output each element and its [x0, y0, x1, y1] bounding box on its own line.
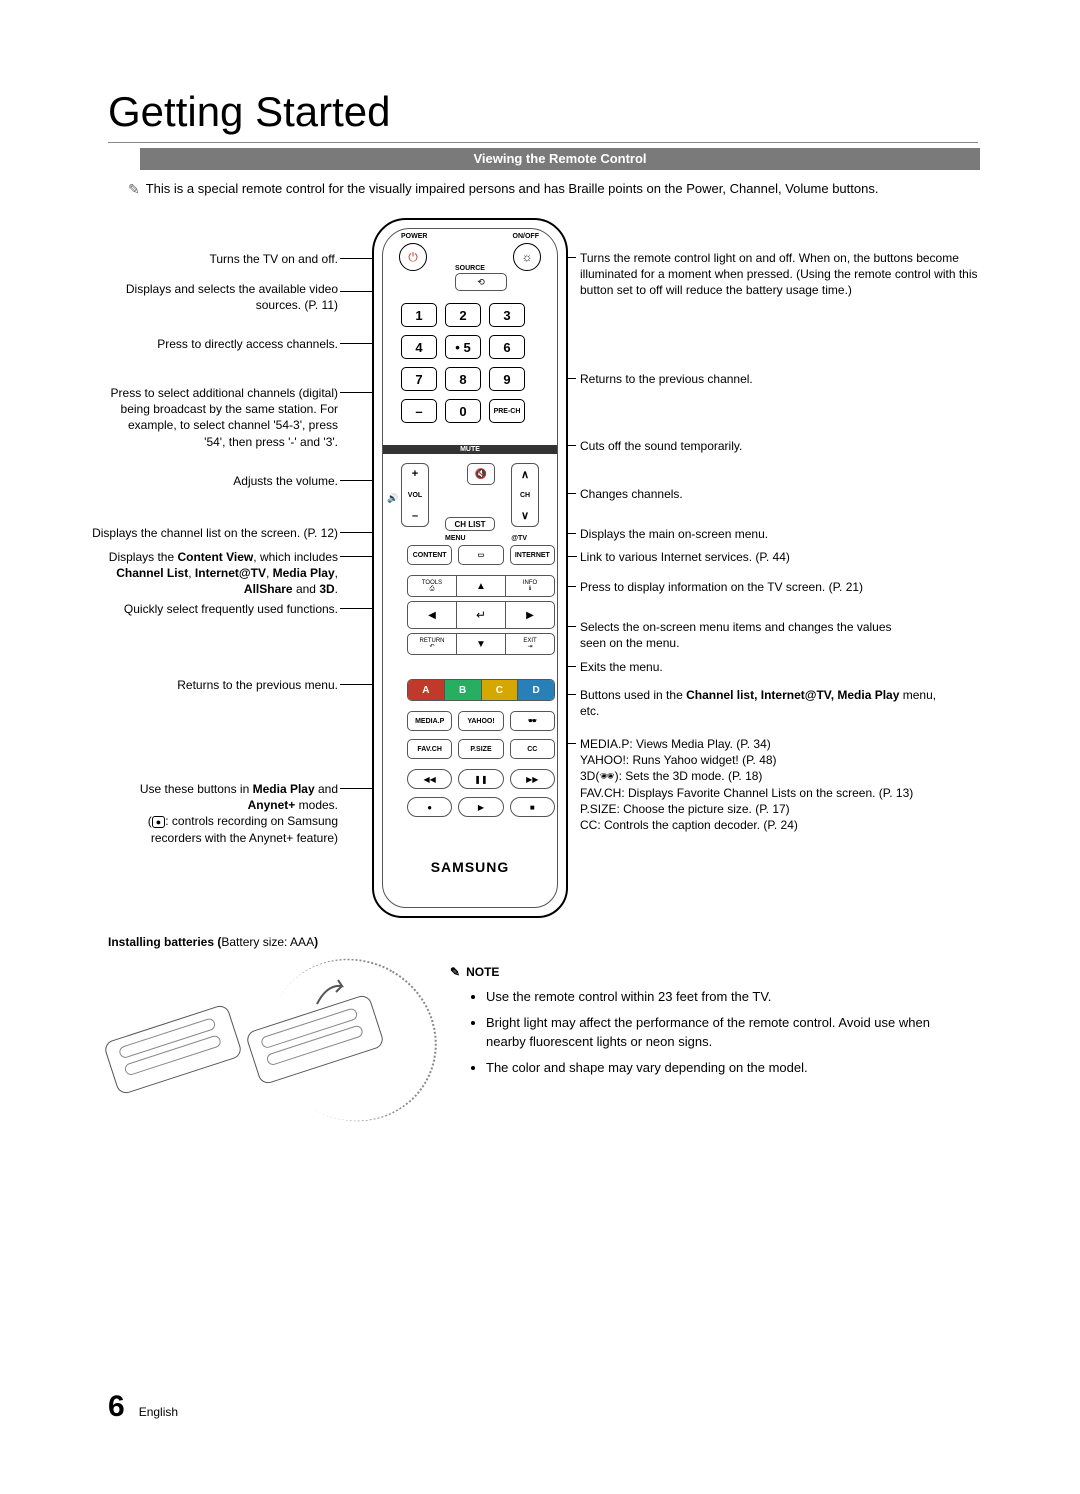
desc-power: Turns the TV on and off. — [108, 251, 338, 267]
color-c-button[interactable]: C — [482, 680, 519, 700]
volume-rocker[interactable]: + VOL – — [401, 463, 429, 527]
desc-menu: Displays the main on-screen menu. — [580, 526, 880, 542]
desc-numbers: Press to directly access channels. — [108, 336, 338, 352]
color-b-button[interactable]: B — [445, 680, 482, 700]
desc-onoff: Turns the remote control light on and of… — [580, 250, 980, 299]
desc-media-list: MEDIA.P: Views Media Play. (P. 34) YAHOO… — [580, 736, 980, 833]
desc-source: Displays and selects the available video… — [108, 281, 338, 313]
3d-button[interactable]: 🕶 — [510, 711, 555, 731]
intro-text: This is a special remote control for the… — [146, 180, 879, 200]
color-buttons: A B C D — [407, 679, 555, 701]
desc-chlist: Displays the channel list on the screen.… — [80, 525, 338, 541]
desc-info: Press to display information on the TV s… — [580, 579, 970, 595]
label-onoff: ON/OFF — [513, 233, 539, 240]
note-icon: ✎ — [450, 965, 460, 979]
menu-button[interactable]: ▭ — [458, 545, 503, 565]
content-button[interactable]: CONTENT — [407, 545, 452, 565]
note-list: Use the remote control within 23 feet fr… — [450, 987, 970, 1077]
color-a-button[interactable]: A — [408, 680, 445, 700]
stop-button[interactable]: ■ — [510, 797, 555, 817]
label-menu: MENU — [445, 535, 465, 542]
label-source: SOURCE — [383, 265, 557, 272]
key-9[interactable]: 9 — [489, 367, 525, 391]
note-icon: ✎ — [128, 180, 140, 200]
source-button[interactable]: ⟲ — [455, 273, 507, 291]
desc-mute: Cuts off the sound temporarily. — [580, 438, 880, 454]
return-button[interactable]: RETURN↶ — [407, 633, 457, 655]
language-label: English — [139, 1405, 178, 1419]
label-power: POWER — [401, 233, 427, 240]
exit-button[interactable]: EXIT⇥ — [505, 633, 555, 655]
pause-button[interactable]: ❚❚ — [458, 769, 503, 789]
info-button[interactable]: INFOℹ — [505, 575, 555, 597]
down-button[interactable]: ▼ — [457, 633, 505, 655]
psize-button[interactable]: P.SIZE — [458, 739, 503, 759]
key-5[interactable]: • 5 — [445, 335, 481, 359]
note-label: NOTE — [466, 965, 499, 979]
chlist-button[interactable]: CH LIST — [445, 517, 495, 531]
note-item: Use the remote control within 23 feet fr… — [486, 987, 970, 1007]
title-divider — [108, 142, 978, 143]
remote-body: POWER ON/OFF ⏻ ☼ SOURCE ⟲ 1 2 3 4 • 5 6 … — [372, 218, 568, 918]
desc-volume: Adjusts the volume. — [108, 473, 338, 489]
rewind-button[interactable]: ◀◀ — [407, 769, 452, 789]
key-4[interactable]: 4 — [401, 335, 437, 359]
ch-label: CH — [520, 492, 530, 499]
key-8[interactable]: 8 — [445, 367, 481, 391]
desc-content: Displays the Content View, which include… — [108, 549, 338, 598]
desc-tools: Quickly select frequently used functions… — [108, 601, 338, 617]
label-mute: MUTE — [383, 445, 557, 454]
key-3[interactable]: 3 — [489, 303, 525, 327]
prech-button[interactable]: PRE-CH — [489, 399, 525, 423]
label-attv: @TV — [511, 535, 527, 542]
mediap-button[interactable]: MEDIA.P — [407, 711, 452, 731]
section-header: Viewing the Remote Control — [140, 148, 980, 170]
brand-logo: SAMSUNG — [383, 859, 557, 875]
note-item: Bright light may affect the performance … — [486, 1013, 970, 1052]
desc-ch: Changes channels. — [580, 486, 880, 502]
intro-note: ✎ This is a special remote control for t… — [128, 180, 968, 200]
key-7[interactable]: 7 — [401, 367, 437, 391]
install-title: Installing batteries (Battery size: AAA) — [108, 935, 318, 949]
internet-button[interactable]: INTERNET — [510, 545, 555, 565]
desc-prech: Returns to the previous channel. — [580, 371, 880, 387]
cc-button[interactable]: CC — [510, 739, 555, 759]
tools-button[interactable]: TOOLS⎙ — [407, 575, 457, 597]
key-6[interactable]: 6 — [489, 335, 525, 359]
arrow-icon — [312, 974, 352, 1014]
up-button[interactable]: ▲ — [457, 575, 505, 597]
vol-label: VOL — [408, 492, 422, 499]
key-2[interactable]: 2 — [445, 303, 481, 327]
favch-button[interactable]: FAV.CH — [407, 739, 452, 759]
desc-playback: Use these buttons in Media Play and Anyn… — [108, 781, 338, 846]
right-button[interactable]: ▶ — [505, 601, 555, 629]
note-item: The color and shape may vary depending o… — [486, 1058, 970, 1078]
key-1[interactable]: 1 — [401, 303, 437, 327]
speaker-icon: 🔊 — [387, 493, 398, 504]
desc-colors: Buttons used in the Channel list, Intern… — [580, 687, 940, 719]
page-number: 6 — [108, 1390, 125, 1424]
desc-dash: Press to select additional channels (dig… — [108, 385, 338, 450]
note-section: ✎ NOTE Use the remote control within 23 … — [450, 965, 970, 1083]
fastfwd-button[interactable]: ▶▶ — [510, 769, 555, 789]
mute-button[interactable]: 🔇 — [467, 463, 495, 485]
desc-dpad: Selects the on-screen menu items and cha… — [580, 619, 900, 651]
enter-button[interactable]: ↵ — [457, 601, 505, 629]
color-d-button[interactable]: D — [518, 680, 554, 700]
desc-internet: Link to various Internet services. (P. 4… — [580, 549, 900, 565]
key-0[interactable]: 0 — [445, 399, 481, 423]
yahoo-button[interactable]: YAHOO! — [458, 711, 503, 731]
key-dash[interactable]: – — [401, 399, 437, 423]
desc-exit: Exits the menu. — [580, 659, 880, 675]
battery-illustration — [108, 960, 408, 1120]
play-button[interactable]: ▶ — [458, 797, 503, 817]
record-button[interactable]: ● — [407, 797, 452, 817]
desc-return: Returns to the previous menu. — [108, 677, 338, 693]
page-title: Getting Started — [108, 88, 391, 136]
footer: 6 English — [108, 1390, 178, 1424]
channel-rocker[interactable]: ∧ CH ∨ — [511, 463, 539, 527]
remote-inner: POWER ON/OFF ⏻ ☼ SOURCE ⟲ 1 2 3 4 • 5 6 … — [382, 228, 558, 908]
left-button[interactable]: ◀ — [407, 601, 457, 629]
